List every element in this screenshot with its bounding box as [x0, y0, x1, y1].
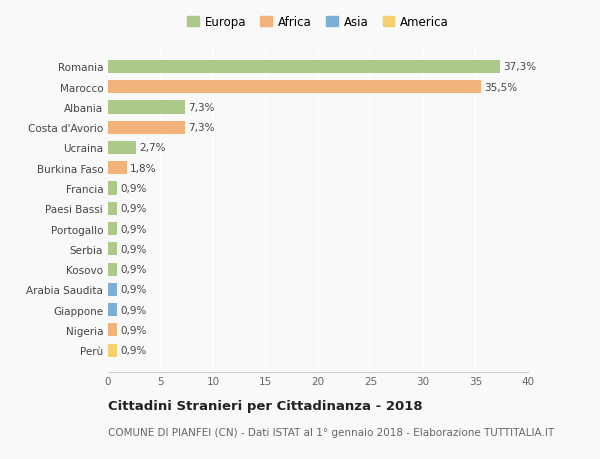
- Bar: [108, 121, 185, 134]
- Text: 1,8%: 1,8%: [130, 163, 157, 174]
- Text: 35,5%: 35,5%: [484, 83, 517, 93]
- Bar: [108, 61, 500, 74]
- Text: 0,9%: 0,9%: [121, 224, 147, 234]
- Bar: [108, 344, 118, 357]
- Bar: [108, 182, 118, 195]
- Bar: [108, 162, 127, 175]
- Bar: [108, 243, 118, 256]
- Bar: [108, 202, 118, 215]
- Text: 2,7%: 2,7%: [139, 143, 166, 153]
- Text: 0,9%: 0,9%: [121, 305, 147, 315]
- Text: 0,9%: 0,9%: [121, 285, 147, 295]
- Text: 0,9%: 0,9%: [121, 346, 147, 355]
- Bar: [108, 223, 118, 235]
- Bar: [108, 263, 118, 276]
- Legend: Europa, Africa, Asia, America: Europa, Africa, Asia, America: [184, 13, 452, 33]
- Bar: [108, 101, 185, 114]
- Bar: [108, 324, 118, 337]
- Bar: [108, 283, 118, 297]
- Text: 0,9%: 0,9%: [121, 264, 147, 274]
- Bar: [108, 142, 136, 155]
- Text: 7,3%: 7,3%: [188, 123, 214, 133]
- Text: 37,3%: 37,3%: [503, 62, 536, 72]
- Text: 0,9%: 0,9%: [121, 325, 147, 335]
- Bar: [108, 303, 118, 317]
- Text: 0,9%: 0,9%: [121, 244, 147, 254]
- Text: 7,3%: 7,3%: [188, 103, 214, 113]
- Text: Cittadini Stranieri per Cittadinanza - 2018: Cittadini Stranieri per Cittadinanza - 2…: [108, 399, 422, 412]
- Bar: [108, 81, 481, 94]
- Text: COMUNE DI PIANFEI (CN) - Dati ISTAT al 1° gennaio 2018 - Elaborazione TUTTITALIA: COMUNE DI PIANFEI (CN) - Dati ISTAT al 1…: [108, 427, 554, 437]
- Text: 0,9%: 0,9%: [121, 184, 147, 194]
- Text: 0,9%: 0,9%: [121, 204, 147, 214]
